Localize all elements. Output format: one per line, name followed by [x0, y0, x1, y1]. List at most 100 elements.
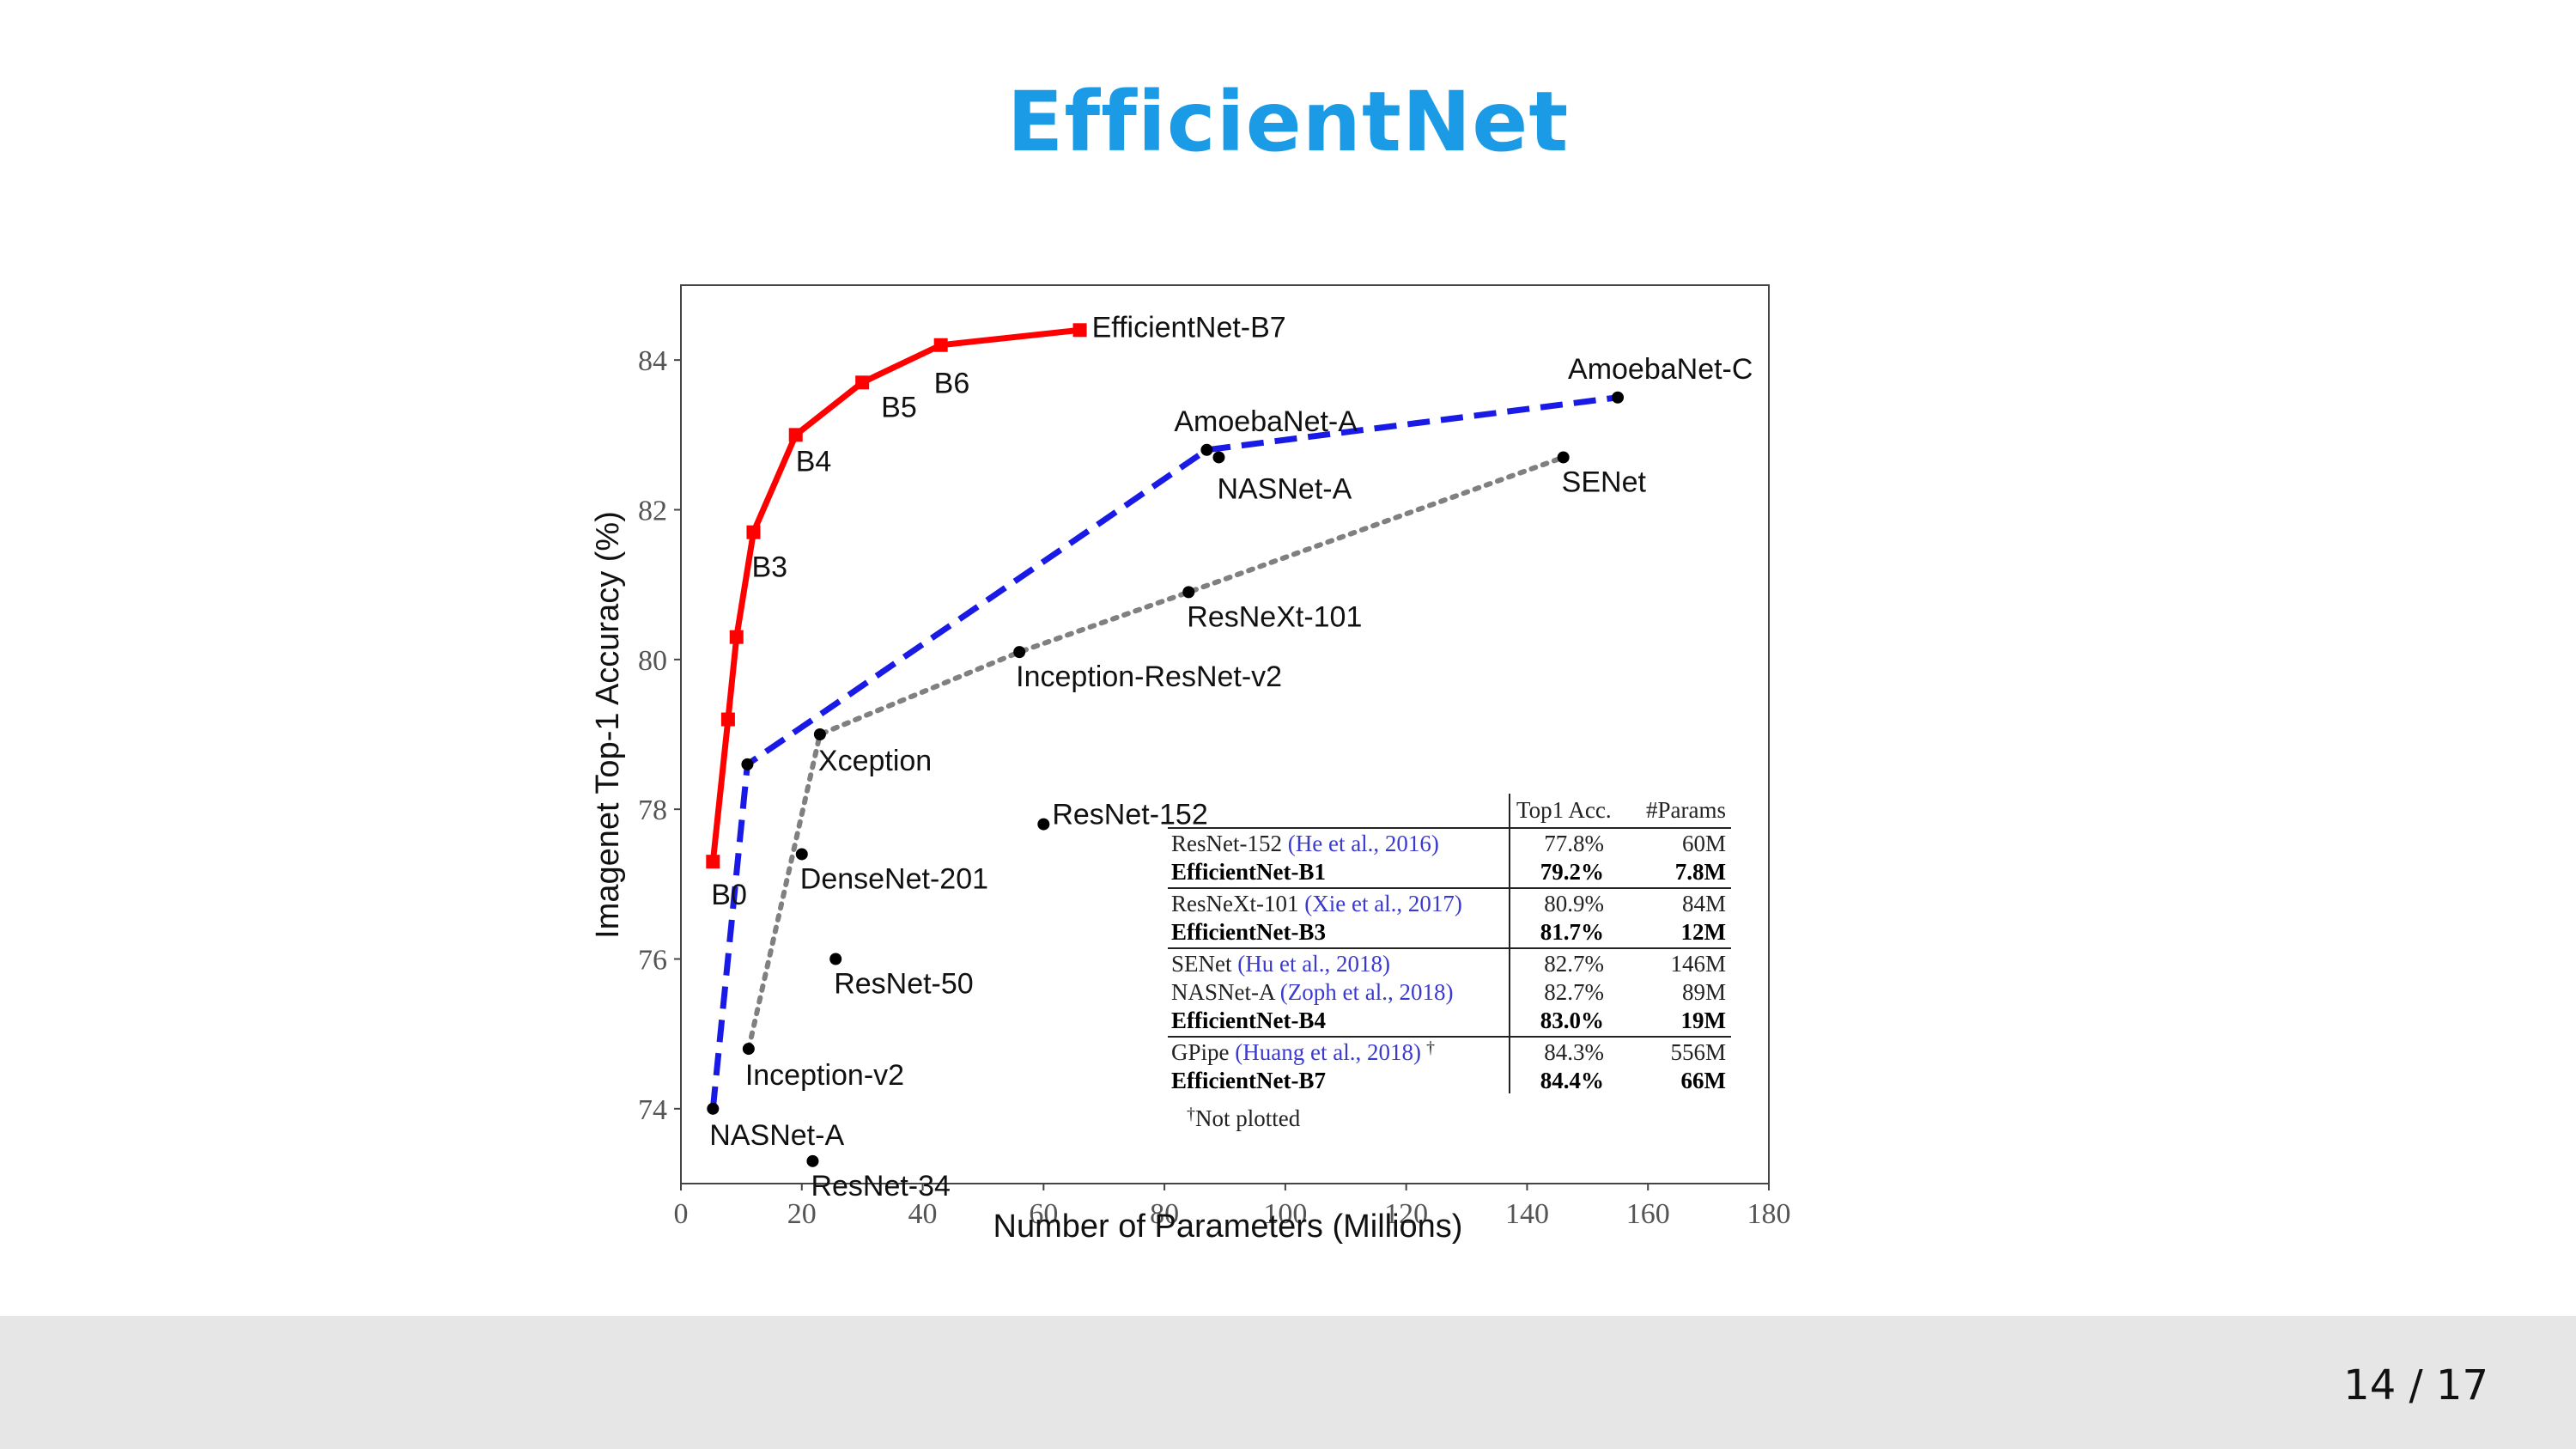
point-label: AmoebaNet-C — [1568, 353, 1753, 386]
model-point — [707, 1102, 720, 1115]
model-point — [1182, 586, 1195, 599]
y-tick-label: 74 — [638, 1094, 667, 1126]
table-acc: 83.0% — [1540, 1008, 1604, 1033]
efficientnet-point — [855, 375, 870, 390]
x-tick-label: 100 — [1263, 1198, 1307, 1230]
table-acc: 84.4% — [1540, 1068, 1604, 1093]
model-point — [1037, 818, 1050, 831]
point-label: ResNet-152 — [1052, 799, 1207, 831]
table-acc: 82.7% — [1544, 979, 1604, 1005]
point-label: NASNet-A — [709, 1119, 844, 1152]
table-model-name: SENet (Hu et al., 2018) — [1171, 951, 1390, 977]
pareto-dashed-line — [709, 394, 1619, 1110]
point-label: SENet — [1562, 466, 1647, 498]
footnote-mark: † — [1187, 1105, 1195, 1123]
table-model-name: EfficientNet-B1 — [1171, 859, 1326, 885]
efficientnet-point — [1072, 323, 1087, 338]
point-label: Inception-v2 — [745, 1059, 904, 1092]
table-params: 7.8M — [1675, 859, 1726, 885]
efficientnet-point — [720, 712, 735, 727]
table-acc: 81.7% — [1540, 919, 1604, 945]
model-point — [795, 848, 808, 861]
table-acc: 79.2% — [1540, 859, 1604, 885]
x-tick-label: 20 — [787, 1198, 817, 1230]
table-params: 146M — [1670, 951, 1726, 977]
model-point — [741, 758, 754, 770]
x-tick-label: 0 — [674, 1198, 689, 1230]
axis-ticks: 0 20 40 60 80 100 120 140 160 180 74 76 78 80 82 84 — [638, 345, 1791, 1230]
footer-bar — [0, 1316, 2576, 1449]
inset-table: Top1 Acc. #Params ResNet-152 (He et al., 2… — [1168, 794, 1731, 1131]
y-tick-label: 82 — [638, 496, 667, 527]
point-label: EfficientNet-B7 — [1092, 311, 1286, 344]
point-label: B3 — [751, 551, 787, 584]
model-point — [829, 953, 842, 965]
model-point — [1013, 646, 1026, 659]
y-tick-label: 80 — [638, 645, 667, 677]
table-model-name: EfficientNet-B4 — [1171, 1008, 1326, 1033]
point-label: AmoebaNet-A — [1174, 405, 1358, 438]
series-lines — [709, 326, 1619, 1110]
plot-frame — [680, 284, 1770, 1184]
efficientnet-point — [729, 630, 744, 644]
table-citation: (Hu et al., 2018) — [1237, 951, 1390, 977]
table-model-name: ResNeXt-101 (Xie et al., 2017) — [1171, 891, 1462, 916]
efficientnet-line — [709, 326, 1080, 862]
table-params: 89M — [1682, 979, 1726, 1005]
point-label: B0 — [711, 879, 747, 911]
table-acc: 84.3% — [1544, 1039, 1604, 1065]
baseline-dotted-line — [745, 454, 1566, 1052]
table-params: 66M — [1681, 1068, 1726, 1093]
point-label: Inception-ResNet-v2 — [1016, 661, 1282, 693]
table-acc: 77.8% — [1544, 831, 1604, 856]
x-tick-label: 60 — [1029, 1198, 1058, 1230]
efficientnet-point — [788, 428, 803, 442]
point-label: ResNet-34 — [811, 1170, 951, 1202]
x-tick-label: 180 — [1747, 1198, 1791, 1230]
table-acc: 82.7% — [1544, 951, 1604, 977]
table-params: 12M — [1681, 919, 1726, 945]
model-point — [806, 1154, 819, 1167]
model-point — [1557, 451, 1570, 464]
table-params: 60M — [1682, 831, 1726, 856]
efficientnet-point — [746, 525, 761, 539]
model-point — [1200, 443, 1213, 456]
point-label: ResNeXt-101 — [1187, 600, 1362, 633]
model-point — [813, 728, 826, 740]
point-label: ResNet-50 — [834, 968, 974, 1001]
table-model-name: ResNet-152 (He et al., 2016) — [1171, 831, 1439, 856]
table-model-name: GPipe (Huang et al., 2018) † — [1171, 1038, 1435, 1065]
point-label: DenseNet-201 — [800, 862, 988, 895]
x-tick-label: 80 — [1150, 1198, 1179, 1230]
x-axis-label: Number of Parameters (Millions) — [993, 1209, 1463, 1245]
x-tick-label: 120 — [1384, 1198, 1428, 1230]
table-footnote: †Not plotted — [1187, 1105, 1301, 1131]
point-label: NASNet-A — [1217, 472, 1352, 505]
footnote-text: Not plotted — [1195, 1105, 1301, 1131]
model-point — [742, 1043, 755, 1056]
point-labels: B0 B3 B4 B5 B6 EfficientNet-B7 NASNet-A AmoebaN… — [709, 311, 1753, 1202]
slide-title: EfficientNet — [1006, 74, 1570, 170]
table-params: 556M — [1670, 1039, 1726, 1065]
data-marks — [706, 323, 1625, 1167]
table-citation: (He et al., 2016) — [1288, 831, 1439, 856]
y-tick-label: 84 — [638, 345, 667, 377]
efficientnet-point — [933, 338, 948, 352]
table-model-name: NASNet-A (Zoph et al., 2018) — [1171, 979, 1453, 1005]
table-citation: (Zoph et al., 2018) — [1280, 979, 1454, 1005]
efficientnet-point — [706, 855, 720, 869]
model-point — [1612, 391, 1625, 404]
point-label: B6 — [934, 368, 970, 400]
table-header-acc: Top1 Acc. — [1516, 797, 1612, 823]
y-tick-label: 76 — [638, 945, 667, 977]
table-params: 19M — [1681, 1008, 1726, 1033]
x-tick-label: 140 — [1505, 1198, 1549, 1230]
plot-border — [680, 284, 1770, 1184]
y-tick-label: 78 — [638, 795, 667, 826]
point-label: Xception — [818, 745, 932, 777]
table-footnote-mark: † — [1426, 1038, 1435, 1057]
table-citation: (Huang et al., 2018) — [1235, 1039, 1421, 1065]
point-label: B4 — [796, 445, 832, 478]
model-point — [1212, 451, 1225, 464]
